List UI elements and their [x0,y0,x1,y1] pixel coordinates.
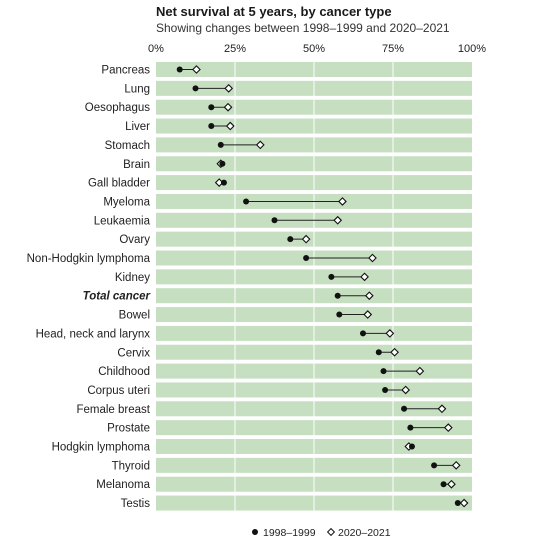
marker-1998 [440,481,447,488]
category-label: Melanoma [96,479,150,491]
marker-2020 [443,423,453,433]
marker-2020 [360,272,369,282]
x-tick-label: 75% [382,43,404,55]
category-label: Kidney [115,272,150,284]
marker-2020 [223,102,233,112]
x-tick-label: 25% [224,43,246,55]
marker-1998 [243,198,250,205]
category-label: Corpus uteri [87,385,150,397]
legend-label-1998: 1998–1999 [263,527,316,539]
category-label: Cervix [117,347,150,359]
category-label: Hodgkin lymphoma [52,442,151,454]
marker-2020 [301,234,311,244]
category-label: Myeloma [103,196,150,208]
category-label: Oesophagus [85,102,150,114]
category-label: Female breast [76,404,150,416]
chart-subtitle: Showing changes between 1998–1999 and 20… [156,21,450,35]
marker-2020 [363,310,373,319]
marker-1998 [359,330,366,337]
marker-1998 [208,123,215,130]
category-label: Lung [124,83,150,95]
marker-2020 [224,83,234,93]
x-tick-label: 0% [148,43,164,55]
marker-1998 [217,141,224,148]
marker-2020 [368,253,377,263]
category-label: Prostate [107,423,150,435]
marker-1998 [176,66,183,73]
category-label: Childhood [98,366,150,378]
marker-1998 [192,85,199,92]
category-label: Non-Hodgkin lymphoma [27,253,151,265]
chart-title: Net survival at 5 years, by cancer type [156,4,392,19]
marker-2020 [364,291,374,301]
marker-2020 [451,460,461,470]
category-label: Bowel [119,310,150,322]
marker-1998 [336,311,343,318]
category-label: Ovary [119,234,150,246]
category-label: Liver [125,121,150,133]
marker-2020 [459,498,469,508]
category-label: Stomach [105,140,150,152]
marker-2020 [333,215,343,225]
marker-2020 [385,329,395,338]
marker-1998 [407,424,414,431]
category-label: Leukaemia [94,215,151,227]
marker-1998 [334,292,341,299]
category-label: Total cancer [83,291,151,303]
legend-marker-2020 [326,527,336,537]
marker-2020 [192,65,201,74]
marker-1998 [220,179,227,186]
marker-1998 [401,405,408,412]
marker-2020 [338,197,347,206]
x-tick-label: 50% [303,43,325,55]
category-label: Head, neck and larynx [36,328,151,340]
category-label: Thyroid [112,460,150,472]
category-label: Testis [121,498,151,510]
marker-1998 [408,443,415,450]
marker-2020 [225,121,235,131]
marker-1998 [219,160,226,167]
legend-label-2020: 2020–2021 [338,527,391,539]
marker-1998 [431,462,438,469]
marker-2020 [447,479,456,489]
marker-1998 [454,500,461,507]
legend-marker-1998 [252,529,258,535]
marker-1998 [380,368,387,375]
marker-2020 [415,366,425,376]
marker-2020 [390,347,399,357]
marker-1998 [328,273,335,280]
marker-2020 [437,404,447,414]
marker-1998 [287,236,294,243]
x-tick-label: 100% [458,43,486,55]
marker-1998 [375,349,382,356]
category-label: Pancreas [101,65,150,77]
category-label: Brain [123,159,150,171]
marker-2020 [255,140,265,150]
marker-1998 [382,386,389,393]
marker-1998 [208,104,215,111]
marker-1998 [303,255,310,261]
marker-1998 [271,217,278,224]
category-label: Gall bladder [88,178,150,190]
marker-2020 [401,385,411,395]
